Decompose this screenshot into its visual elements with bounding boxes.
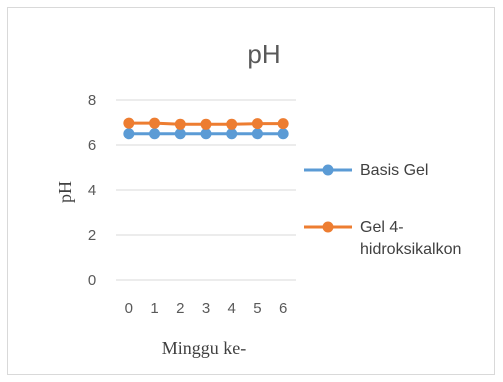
- series-1-point-1: [149, 117, 161, 129]
- y-tick-label-3: 6: [88, 137, 96, 154]
- x-tick-label-3: 3: [202, 300, 210, 317]
- legend-label-1: Gel 4-hidroksikalkon: [360, 219, 461, 258]
- series-0-point-1: [149, 128, 161, 140]
- series-0-point-5: [251, 128, 263, 140]
- chart-frame: [7, 7, 495, 375]
- series-0-point-0: [123, 128, 135, 140]
- series-1-point-0: [123, 117, 135, 129]
- series-1-point-2: [174, 118, 186, 130]
- series-1-point-3: [200, 118, 212, 130]
- series-group: [123, 117, 289, 140]
- x-tick-label-4: 4: [228, 300, 236, 317]
- x-tick-label-0: 0: [125, 300, 133, 317]
- series-1-point-5: [251, 118, 263, 130]
- y-tick-label-2: 4: [88, 182, 96, 199]
- x-tick-label-2: 2: [176, 300, 184, 317]
- legend: Basis Gel Gel 4-hidroksikalkon: [304, 162, 461, 258]
- chart-title: pH: [247, 39, 280, 69]
- series-0-point-4: [226, 128, 238, 140]
- legend-marker-1: [322, 221, 334, 233]
- series-0-point-6: [277, 128, 289, 140]
- y-tick-label-4: 8: [88, 92, 96, 109]
- y-tick-labels: 0 2 4 6 8: [88, 92, 96, 289]
- x-tick-label-6: 6: [279, 300, 287, 317]
- x-axis-label: Minggu ke-: [162, 338, 247, 358]
- legend-label-0: Basis Gel: [360, 162, 428, 179]
- gridlines: [116, 99, 296, 281]
- series-0-point-2: [174, 128, 186, 140]
- y-tick-label-1: 2: [88, 227, 96, 244]
- series-0-point-3: [200, 128, 212, 140]
- legend-marker-0: [322, 164, 334, 176]
- series-1-point-6: [277, 118, 289, 130]
- x-tick-label-1: 1: [150, 300, 158, 317]
- x-tick-label-5: 5: [253, 300, 261, 317]
- y-tick-label-0: 0: [88, 272, 96, 289]
- series-1-point-4: [226, 118, 238, 130]
- y-axis-label: pH: [55, 181, 75, 203]
